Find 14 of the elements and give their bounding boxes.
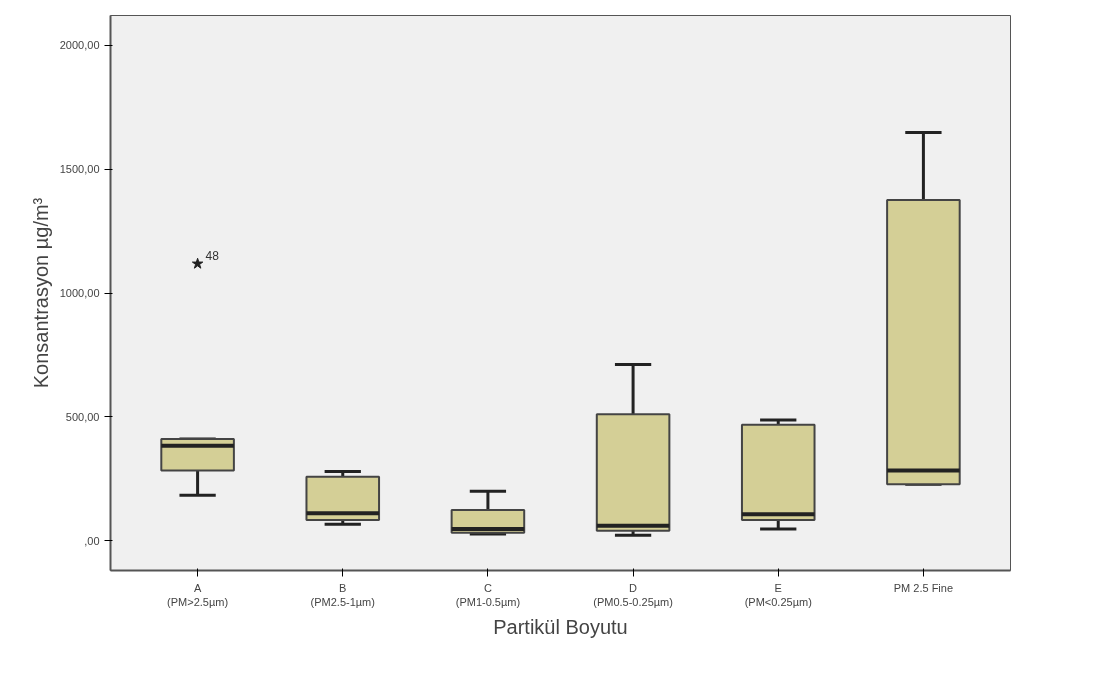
- y-tick-label: 2000,00: [59, 39, 100, 52]
- x-tick-label: D (PM0.5-0.25µm): [593, 581, 673, 608]
- x-tick-label: E (PM<0.25µm): [744, 581, 812, 608]
- x-tick-label: PM 2.5 Fine: [893, 581, 954, 594]
- y-tick-label: 1000,00: [59, 287, 100, 299]
- x-axis-title: Partikül Boyutu: [493, 615, 628, 638]
- x-tick-label: A (PM>2.5µm): [167, 581, 229, 608]
- annotation: 48: [205, 248, 220, 263]
- x-tick-label: C (PM1-0.5µm): [455, 581, 521, 608]
- y-tick-label: 500,00: [65, 410, 100, 423]
- y-tick-label: 1500,00: [59, 163, 100, 176]
- y-axis-title: Konsantrasyon µg/m³: [29, 197, 52, 389]
- x-tick-label: B (PM2.5-1µm): [310, 581, 375, 608]
- y-tick-label: ,00: [84, 534, 100, 547]
